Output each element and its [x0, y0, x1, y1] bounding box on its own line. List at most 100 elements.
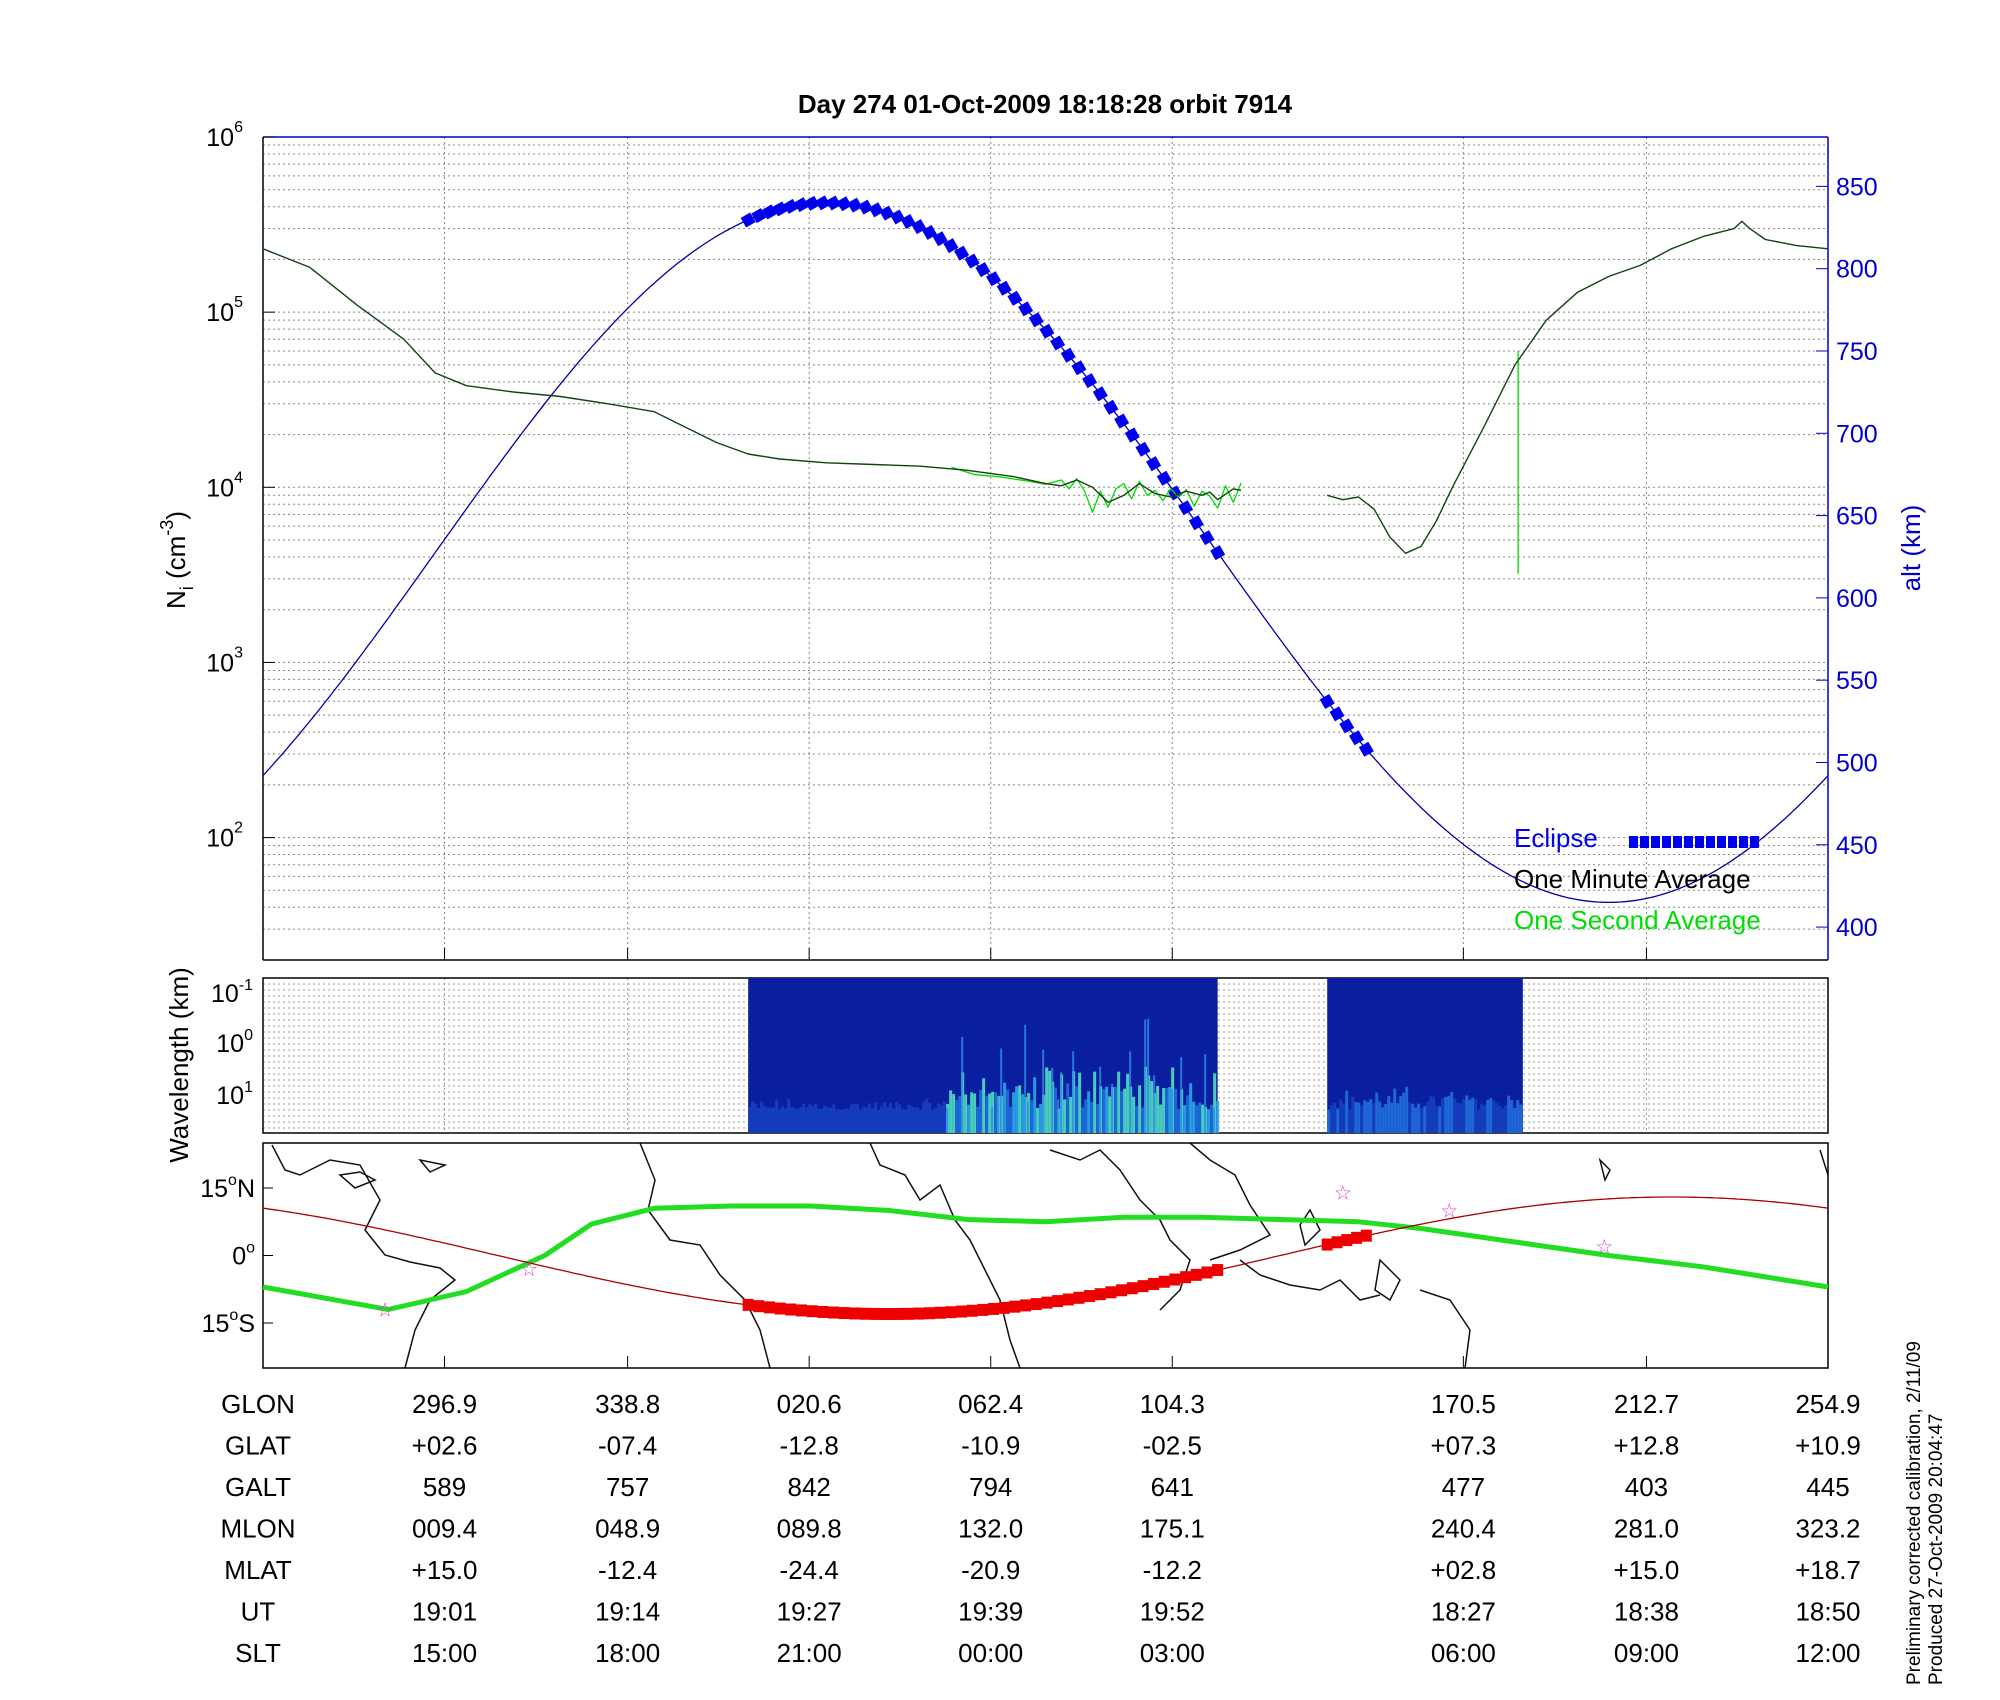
eclipse-marker: [1018, 301, 1034, 317]
eclipse-track-marker: [1341, 1234, 1353, 1247]
spectrogram-cell: [898, 1104, 902, 1133]
spectrogram-cell: [1066, 1083, 1070, 1133]
density-panel: 1021031041051064004505005506006507007508…: [157, 119, 1926, 961]
table-cell: -10.9: [961, 1431, 1020, 1461]
eclipse-track-marker: [828, 1306, 840, 1319]
spectrogram-cell: [838, 1109, 842, 1133]
spectrogram-cell: [1132, 1096, 1136, 1133]
spectrogram-y-label: Wavelength (km): [164, 967, 194, 1163]
table-cell: -20.9: [961, 1555, 1020, 1585]
table-row-label: GLAT: [225, 1431, 291, 1461]
spectrogram-cell: [928, 1102, 932, 1133]
eclipse-marker: [964, 253, 980, 269]
spectrogram-cell: [1456, 1102, 1460, 1133]
spectrogram-cell: [976, 1106, 980, 1133]
spectrogram-cell: [769, 1107, 773, 1133]
spectrogram-cell: [802, 1103, 806, 1133]
spectrogram-cell: [1114, 1086, 1118, 1133]
legend-eclipse-swatch: [1662, 836, 1671, 848]
spectrogram-cell: [841, 1109, 845, 1133]
coastline: [1419, 1289, 1471, 1369]
spectrogram-cell: [1147, 1018, 1150, 1133]
spectrogram-cell: [1375, 1092, 1379, 1133]
table-cell: -07.4: [598, 1431, 657, 1461]
spectrogram-cell: [874, 1102, 878, 1133]
legend-eclipse-swatch: [1629, 836, 1638, 848]
spectrogram-tick-label: 101: [216, 1079, 253, 1110]
spectrogram-cell: [1045, 1067, 1049, 1133]
spectrogram-tick-base: 10: [211, 980, 239, 1008]
map-tick-hemisphere: S: [238, 1310, 255, 1338]
y-tick-exponent: 5: [234, 294, 243, 311]
eclipse-marker: [1329, 706, 1345, 722]
y-tick-label: 106: [206, 119, 243, 152]
eclipse-track-marker: [806, 1305, 818, 1318]
spectrogram-cell: [1084, 1099, 1088, 1133]
spectrogram-cell: [1387, 1095, 1391, 1133]
spectrogram-cell: [1207, 1109, 1211, 1133]
legend-eclipse-swatch: [1695, 836, 1704, 848]
eclipse-marker: [858, 199, 874, 215]
eclipse-track-marker: [1084, 1290, 1096, 1303]
spectrogram-cell: [1513, 1108, 1517, 1133]
table-cell: 19:14: [595, 1597, 660, 1627]
spectrogram-cell: [1372, 1103, 1376, 1133]
spectrogram-cell: [1135, 1105, 1139, 1133]
spectrogram-cell: [940, 1105, 944, 1133]
spectrogram-cell: [1489, 1098, 1493, 1133]
spectrogram-cell: [907, 1104, 911, 1133]
spectrogram-cell: [892, 1108, 896, 1133]
spectrogram-cell: [1477, 1109, 1481, 1133]
spectrogram-cell: [859, 1109, 863, 1133]
spectrogram-cell: [820, 1109, 824, 1133]
eclipse-track-marker: [924, 1307, 936, 1320]
spectrogram-cell: [832, 1104, 836, 1133]
eclipse-marker: [975, 262, 991, 278]
spectrogram-cell: [1474, 1099, 1478, 1133]
spectrogram-cell: [856, 1103, 860, 1133]
spectrogram-cell: [1036, 1108, 1040, 1133]
spectrogram-cell: [886, 1106, 890, 1133]
spectrogram-cell: [1129, 1051, 1132, 1133]
spectrogram-cell: [973, 1093, 977, 1133]
spectrogram-cell: [979, 1089, 983, 1133]
spectrogram-cell: [1504, 1105, 1508, 1133]
side-note-line2: Produced 27-Oct-2009 20:04:47: [1926, 1414, 1947, 1685]
spectrogram-cell: [883, 1102, 887, 1133]
eclipse-marker: [1210, 545, 1226, 561]
spectrogram-cell: [1003, 1101, 1006, 1133]
spectrogram-cell: [877, 1109, 881, 1133]
spectrogram-cell: [1195, 1105, 1199, 1133]
side-note: Preliminary corrected calibration, 2/11/…: [1904, 1341, 1947, 1685]
eclipse-marker: [986, 271, 1002, 287]
spectrogram-cell: [1492, 1100, 1496, 1133]
table-cell: 254.9: [1795, 1389, 1860, 1419]
legend-eclipse-swatch: [1728, 836, 1737, 848]
spectrogram-cell: [958, 1095, 962, 1133]
map-tick-degree: o: [229, 1307, 238, 1324]
star-marker: ☆: [1440, 1201, 1458, 1223]
table-cell: 757: [606, 1472, 649, 1502]
spectrogram-cell: [1516, 1100, 1520, 1133]
spectrogram-cell: [994, 1092, 998, 1133]
spectrogram-cell: [1126, 1073, 1130, 1133]
eclipse-marker: [1135, 441, 1151, 457]
map-y-tick-label: 0o: [232, 1240, 255, 1271]
spectrogram-cell: [1156, 1085, 1160, 1133]
coastline: [639, 1142, 771, 1369]
spectrogram-cell: [1330, 1105, 1334, 1133]
table-cell: -12.8: [780, 1431, 839, 1461]
y2-tick-label: 650: [1836, 503, 1878, 531]
eclipse-marker: [836, 196, 852, 212]
spectrogram-cell: [1153, 1075, 1156, 1133]
spectrogram-cell: [955, 1099, 959, 1133]
legend-eclipse-swatch: [1717, 836, 1726, 848]
spectrogram-cell: [805, 1107, 809, 1133]
spectrogram-cell: [1150, 1081, 1154, 1133]
eclipse-marker: [1103, 399, 1119, 415]
ephemeris-table: GLON 296.9 338.8 020.6 062.4 104.3 170.5 212.7 2…: [220, 1389, 1860, 1668]
table-cell: 06:00: [1431, 1638, 1496, 1668]
table-cell: 589: [423, 1472, 466, 1502]
y2-tick-label: 850: [1836, 173, 1878, 201]
